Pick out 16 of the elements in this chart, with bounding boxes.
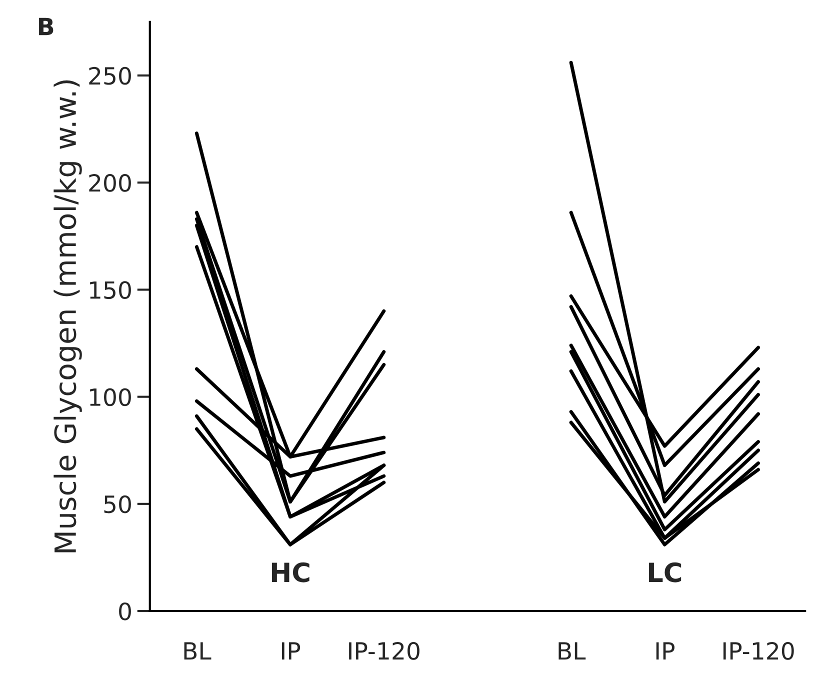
y-tick-label: 150 (90, 281, 131, 299)
y-axis-title: Muscle Glycogen (mmol/kg w.w.) (54, 80, 82, 552)
x-tick-label: BL (558, 642, 586, 660)
x-tick-label: IP (282, 642, 300, 660)
x-tick-label: IP-120 (349, 642, 420, 660)
y-tick-label: 50 (104, 495, 131, 514)
y-tick-label: 200 (89, 174, 131, 192)
text: B (39, 18, 54, 36)
x-tick-label: BL (184, 642, 212, 660)
y-tick-label: 250 (89, 66, 131, 85)
annotation: LC (649, 562, 682, 582)
y-tick-label: 0 (119, 602, 131, 620)
x-tick-label: IP-120 (723, 642, 794, 660)
y-tick-label: 100 (90, 388, 131, 406)
x-tick-label: IP (656, 642, 674, 660)
annotation: HC (272, 562, 310, 582)
